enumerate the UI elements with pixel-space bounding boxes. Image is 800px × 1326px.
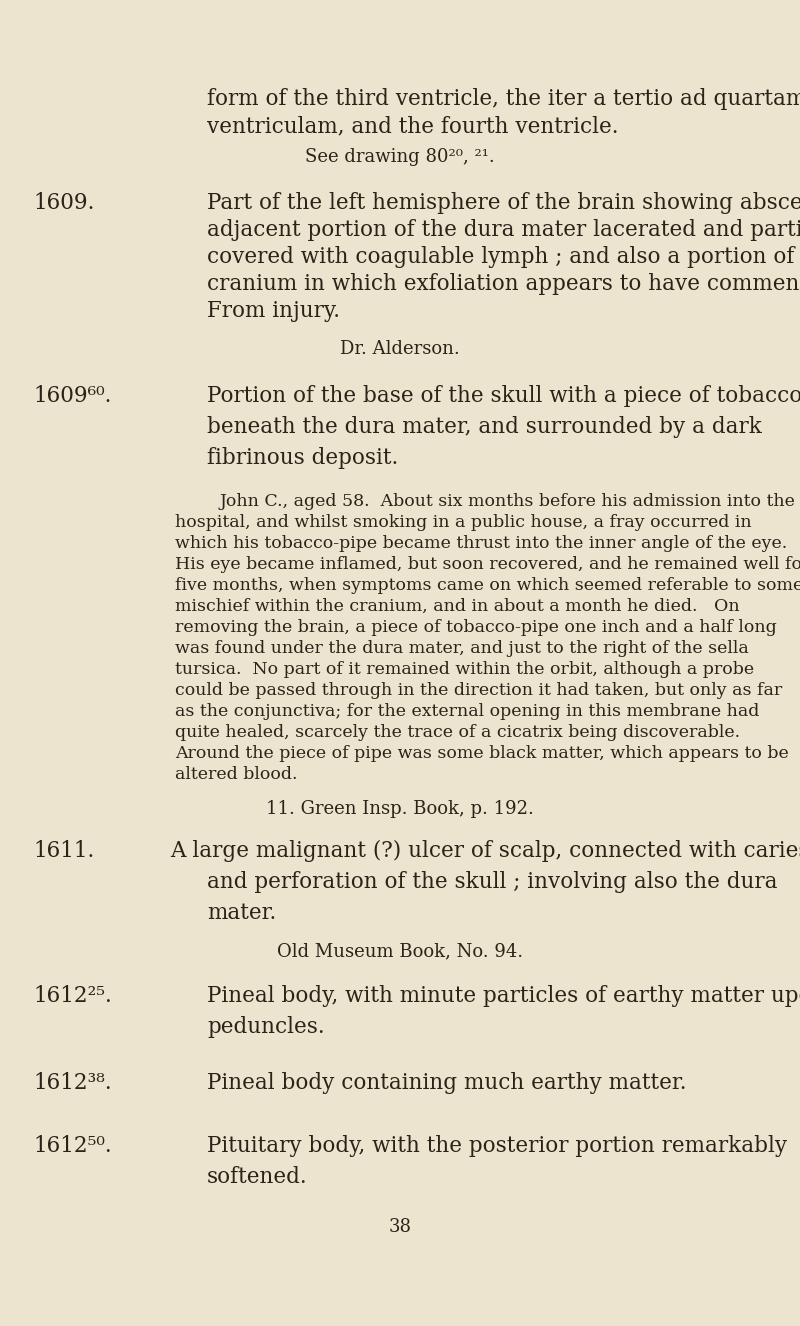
Text: cranium in which exfoliation appears to have commenced.: cranium in which exfoliation appears to … (207, 273, 800, 294)
Text: peduncles.: peduncles. (207, 1016, 325, 1038)
Text: beneath the dura mater, and surrounded by a dark: beneath the dura mater, and surrounded b… (207, 416, 762, 438)
Text: tursica.  No part of it remained within the orbit, although a probe: tursica. No part of it remained within t… (175, 660, 754, 678)
Text: softened.: softened. (207, 1166, 308, 1188)
Text: hospital, and whilst smoking in a public house, a fray occurred in: hospital, and whilst smoking in a public… (175, 514, 752, 530)
Text: 1612⁵⁰.: 1612⁵⁰. (33, 1135, 112, 1158)
Text: quite healed, scarcely the trace of a cicatrix being discoverable.: quite healed, scarcely the trace of a ci… (175, 724, 740, 741)
Text: removing the brain, a piece of tobacco-pipe one inch and a half long: removing the brain, a piece of tobacco-p… (175, 619, 777, 636)
Text: altered blood.: altered blood. (175, 766, 298, 782)
Text: Pineal body containing much earthy matter.: Pineal body containing much earthy matte… (207, 1071, 686, 1094)
Text: mater.: mater. (207, 902, 276, 924)
Text: 1611.: 1611. (33, 839, 94, 862)
Text: From injury.: From injury. (207, 300, 340, 322)
Text: mischief within the cranium, and in about a month he died.   On: mischief within the cranium, and in abou… (175, 598, 740, 615)
Text: was found under the dura mater, and just to the right of the sella: was found under the dura mater, and just… (175, 640, 749, 656)
Text: as the conjunctiva; for the external opening in this membrane had: as the conjunctiva; for the external ope… (175, 703, 759, 720)
Text: John C., aged 58.  About six months before his admission into the: John C., aged 58. About six months befor… (220, 493, 796, 511)
Text: fibrinous deposit.: fibrinous deposit. (207, 447, 398, 469)
Text: which his tobacco-pipe became thrust into the inner angle of the eye.: which his tobacco-pipe became thrust int… (175, 534, 787, 552)
Text: adjacent portion of the dura mater lacerated and partially: adjacent portion of the dura mater lacer… (207, 219, 800, 241)
Text: covered with coagulable lymph ; and also a portion of the: covered with coagulable lymph ; and also… (207, 247, 800, 268)
Text: Around the piece of pipe was some black matter, which appears to be: Around the piece of pipe was some black … (175, 745, 789, 762)
Text: A large malignant (?) ulcer of scalp, connected with caries: A large malignant (?) ulcer of scalp, co… (170, 839, 800, 862)
Text: His eye became inflamed, but soon recovered, and he remained well for: His eye became inflamed, but soon recove… (175, 556, 800, 573)
Text: 1609⁶⁰.: 1609⁶⁰. (33, 385, 111, 407)
Text: five months, when symptoms came on which seemed referable to some: five months, when symptoms came on which… (175, 577, 800, 594)
Text: Pineal body, with minute particles of earthy matter upon its: Pineal body, with minute particles of ea… (207, 985, 800, 1006)
Text: 1609.: 1609. (33, 192, 94, 213)
Text: and perforation of the skull ; involving also the dura: and perforation of the skull ; involving… (207, 871, 778, 892)
Text: Dr. Alderson.: Dr. Alderson. (340, 339, 460, 358)
Text: 1612³⁸.: 1612³⁸. (33, 1071, 112, 1094)
Text: 11. Green Insp. Book, p. 192.: 11. Green Insp. Book, p. 192. (266, 800, 534, 818)
Text: 38: 38 (389, 1219, 411, 1236)
Text: See drawing 80²⁰, ²¹.: See drawing 80²⁰, ²¹. (305, 149, 495, 166)
Text: Old Museum Book, No. 94.: Old Museum Book, No. 94. (277, 941, 523, 960)
Text: form of the third ventricle, the iter a tertio ad quartam: form of the third ventricle, the iter a … (207, 88, 800, 110)
Text: Portion of the base of the skull with a piece of tobacco pipe: Portion of the base of the skull with a … (207, 385, 800, 407)
Text: could be passed through in the direction it had taken, but only as far: could be passed through in the direction… (175, 682, 782, 699)
Text: 1612²⁵.: 1612²⁵. (33, 985, 112, 1006)
Text: Part of the left hemisphere of the brain showing abscess, with: Part of the left hemisphere of the brain… (207, 192, 800, 213)
Text: ventriculam, and the fourth ventricle.: ventriculam, and the fourth ventricle. (207, 115, 618, 137)
Text: Pituitary body, with the posterior portion remarkably: Pituitary body, with the posterior porti… (207, 1135, 787, 1158)
